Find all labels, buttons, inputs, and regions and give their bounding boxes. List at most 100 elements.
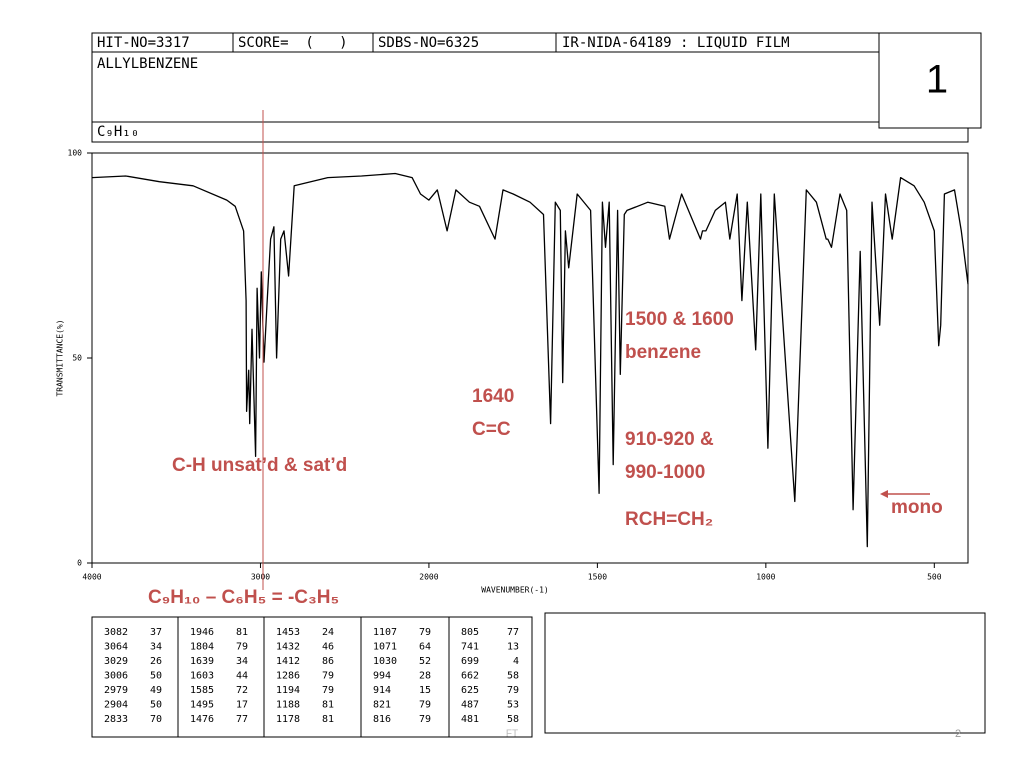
x-axis-label: WAVENUMBER(-1) [481,586,548,595]
plot: 0 50 100 4000 3000 2000 1500 1000 500 WAVENUMBER(… [56,149,969,595]
peak-wavenumber: 2979 [104,685,128,696]
annotation: RCH=CH₂ [625,509,713,530]
slide-label: 1 [926,58,948,102]
peak-transmittance: 77 [507,627,519,638]
annotation: benzene [625,342,701,363]
peak-wavenumber: 994 [373,671,391,682]
header-box [91,32,969,143]
peak-wavenumber: 1639 [190,656,214,667]
peak-transmittance: 81 [322,714,334,725]
y-tick-label: 0 [77,559,82,568]
peak-table: 3082 37 3064 34 3029 26 3006 50 2979 49 2904 50 2833… [104,617,519,737]
score: SCORE= ( ) [238,35,348,51]
peak-wavenumber: 816 [373,714,391,725]
peak-transmittance: 81 [236,627,248,638]
annotation: 910-920 & [625,429,714,450]
spectrum-line [91,172,969,548]
annotation: mono [891,497,943,518]
peak-transmittance: 79 [236,642,248,653]
peak-wavenumber: 1412 [276,656,300,667]
peak-wavenumber: 1432 [276,642,300,653]
peak-transmittance: 58 [507,714,519,725]
peak-transmittance: 81 [322,700,334,711]
peak-transmittance: 34 [150,642,162,653]
peak-transmittance: 79 [419,627,431,638]
annotation: C=C [472,419,511,440]
peak-wavenumber: 481 [461,714,479,725]
peak-wavenumber: 699 [461,656,479,667]
peak-wavenumber: 3082 [104,627,128,638]
empty-box [544,612,986,734]
y-axis-label: TRANSMITTANCE(%) [56,319,65,396]
peak-wavenumber: 1603 [190,671,214,682]
peak-wavenumber: 2904 [104,700,128,711]
compound-name: ALLYLBENZENE [97,56,198,72]
y-tick-label: 100 [68,149,83,158]
peak-wavenumber: 1495 [190,700,214,711]
sdbs-no: SDBS-NO=6325 [378,35,479,51]
peak-transmittance: 46 [322,642,334,653]
arrow-head [880,490,888,498]
peak-transmittance: 64 [419,642,431,653]
peak-transmittance: 77 [236,714,248,725]
hit-no: HIT-NO=3317 [97,35,190,51]
slide-label-box [878,32,982,129]
peak-transmittance: 37 [150,627,162,638]
peak-transmittance: 50 [150,700,162,711]
peak-transmittance: 50 [150,671,162,682]
peak-table-box [91,616,533,738]
peak-transmittance: 86 [322,656,334,667]
peak-transmittance: 53 [507,700,519,711]
peak-transmittance: 49 [150,685,162,696]
peak-wavenumber: 1453 [276,627,300,638]
annotation: C-H unsat’d & sat’d [172,455,347,476]
method: IR-NIDA-64189 : LIQUID FILM [562,35,790,51]
peak-wavenumber: 1946 [190,627,214,638]
peak-transmittance: 17 [236,700,248,711]
peak-transmittance: 44 [236,671,248,682]
x-tick-label: 1000 [756,573,775,582]
peak-wavenumber: 1107 [373,627,397,638]
peak-transmittance: 72 [236,685,248,696]
peak-wavenumber: 1071 [373,642,397,653]
annotation: 1500 & 1600 [625,309,734,330]
peak-wavenumber: 1030 [373,656,397,667]
peak-wavenumber: 3029 [104,656,128,667]
peak-transmittance: 79 [507,685,519,696]
peak-wavenumber: 805 [461,627,479,638]
x-tick-label: 3000 [251,573,270,582]
x-tick-label: 2000 [419,573,438,582]
formula: C₉H₁₀ [97,124,139,140]
peak-transmittance: 28 [419,671,431,682]
peak-wavenumber: 3064 [104,642,128,653]
peak-wavenumber: 487 [461,700,479,711]
x-tick-label: 500 [927,573,942,582]
peak-transmittance: 58 [507,671,519,682]
peak-transmittance: 79 [322,671,334,682]
peak-transmittance: 79 [419,700,431,711]
annotation: C₉H₁₀ – C₆H₅ = -C₃H₅ [148,587,339,608]
peak-wavenumber: 741 [461,642,479,653]
peak-transmittance: 52 [419,656,431,667]
footer-left: FT [506,729,518,740]
peak-transmittance: 26 [150,656,162,667]
peak-wavenumber: 1178 [276,714,300,725]
peak-wavenumber: 625 [461,685,479,696]
x-tick-label: 4000 [82,573,101,582]
peak-wavenumber: 1286 [276,671,300,682]
annotation: 1640 [472,386,514,407]
peak-wavenumber: 914 [373,685,391,696]
peak-transmittance: 15 [419,685,431,696]
annotation: 990-1000 [625,462,705,483]
peak-transmittance: 24 [322,627,334,638]
peak-transmittance: 79 [419,714,431,725]
peak-wavenumber: 1476 [190,714,214,725]
peak-wavenumber: 1194 [276,685,300,696]
peak-wavenumber: 1188 [276,700,300,711]
peak-wavenumber: 2833 [104,714,128,725]
y-tick-label: 50 [72,354,82,363]
peak-transmittance: 34 [236,656,248,667]
peak-transmittance: 4 [513,656,519,667]
peak-transmittance: 79 [322,685,334,696]
